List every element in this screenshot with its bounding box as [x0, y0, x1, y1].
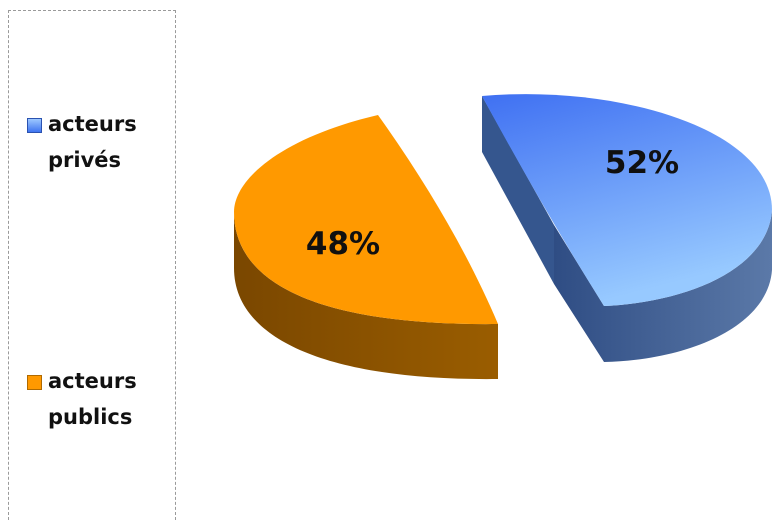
- legend-label-acteurs-publics: acteurs publics: [48, 369, 137, 429]
- legend-label-acteurs-prives: acteurs privés: [48, 112, 137, 172]
- pie-slice-side-left-acteurs-prives: [482, 96, 554, 284]
- chart-legend: acteurs privés acteurs publics: [8, 10, 176, 521]
- pie-slice-acteurs-prives: [482, 94, 772, 362]
- data-label-acteurs-publics: 48%: [306, 226, 380, 262]
- pie-slice-top-acteurs-publics: [234, 115, 498, 325]
- pie-slice-acteurs-publics: [234, 115, 498, 380]
- data-label-acteurs-prives: 52%: [605, 145, 679, 181]
- pie-slice-side-acteurs-publics: [234, 212, 498, 380]
- legend-swatch-acteurs-publics: [27, 375, 42, 390]
- pie-slice-top-acteurs-prives: [482, 94, 772, 306]
- pie-slice-side-acteurs-prives: [554, 210, 772, 362]
- legend-item-acteurs-prives: acteurs privés: [27, 112, 137, 178]
- legend-swatch-acteurs-prives: [27, 118, 42, 133]
- legend-item-acteurs-publics: acteurs publics: [27, 369, 137, 435]
